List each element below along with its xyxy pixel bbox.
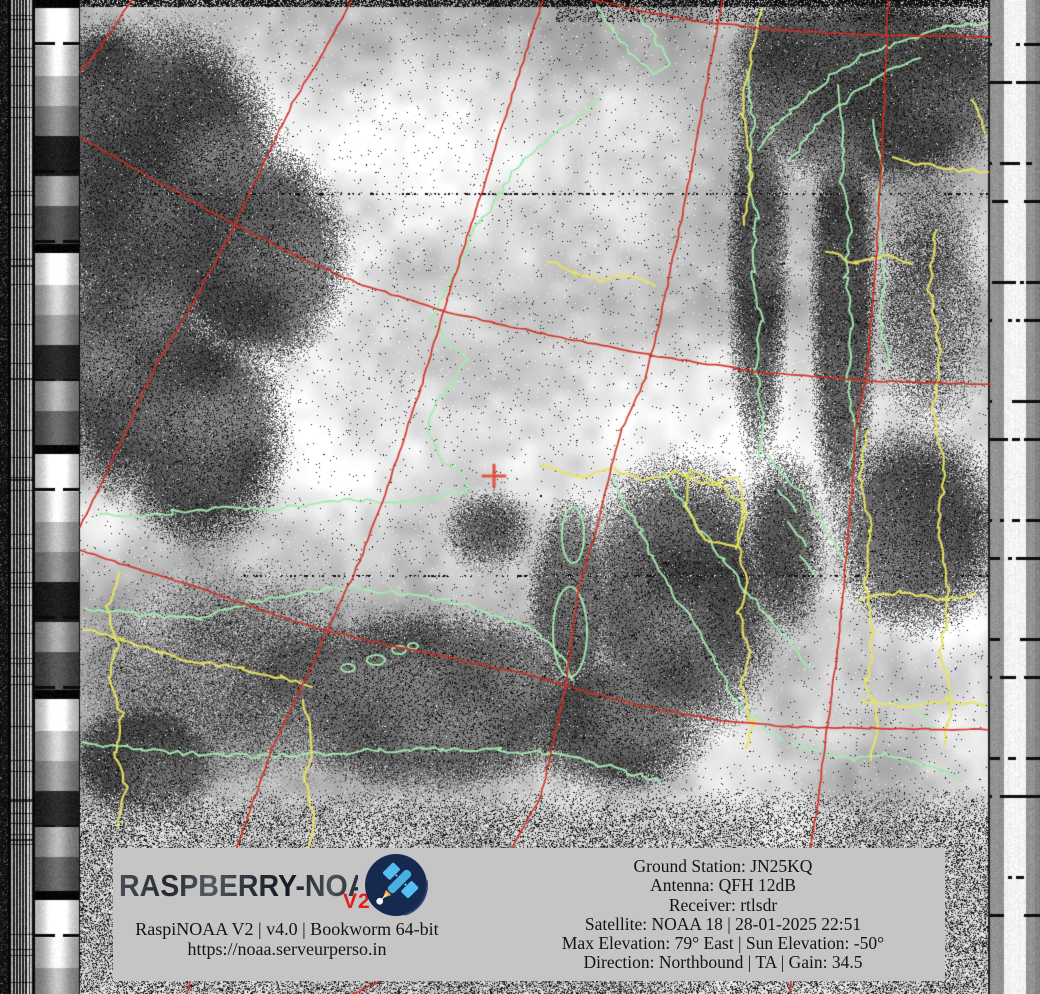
satellite-badge-icon	[364, 853, 428, 917]
raspberry-noaa-wordmark: RASPBERRY-NOAA	[119, 868, 389, 903]
antenna-line: Antenna: QFH 12dB	[650, 875, 796, 896]
info-footer: RASPBERRY-NOAA V2 RaspiNOAA V2 | v4.0 | …	[113, 848, 945, 981]
direction-gain-line: Direction: Northbound | TA | Gain: 34.5	[583, 952, 863, 973]
satellite-pass-line: Satellite: NOAA 18 | 28-01-2025 22:51	[584, 913, 862, 934]
logo-version-label: V2	[343, 890, 371, 913]
receiver-line: Receiver: rtlsdr	[668, 894, 778, 915]
footer-right-block: Ground Station: JN25KQ Antenna: QFH 12dB…	[501, 856, 945, 973]
ground-station-line: Ground Station: JN25KQ	[633, 856, 813, 876]
station-url: https://noaa.serveurperso.in	[187, 938, 387, 959]
station-software-info: RaspiNOAA V2 | v4.0 | Bookworm 64-bit ht…	[113, 919, 461, 959]
software-version-line: RaspiNOAA V2 | v4.0 | Bookworm 64-bit	[135, 919, 439, 939]
footer-left-block: RASPBERRY-NOAA V2 RaspiNOAA V2 | v4.0 | …	[113, 848, 461, 981]
elevation-line: Max Elevation: 79° East | Sun Elevation:…	[561, 933, 885, 954]
